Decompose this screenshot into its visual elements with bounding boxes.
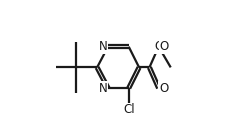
Text: Cl: Cl [123,103,134,116]
Text: O: O [160,82,169,95]
Text: N: N [99,82,107,95]
Text: N: N [99,40,107,53]
Text: O: O [159,82,168,95]
Text: N: N [99,82,107,95]
Text: N: N [99,40,107,53]
Text: O: O [160,40,169,53]
Text: O: O [154,40,163,53]
Text: Cl: Cl [123,103,134,116]
